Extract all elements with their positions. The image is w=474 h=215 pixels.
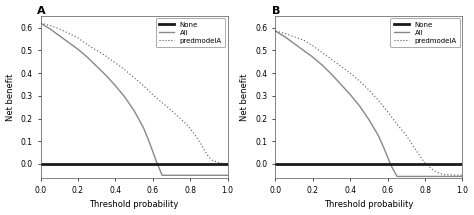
Legend: None, All, predmodelA: None, All, predmodelA [155,18,226,47]
Legend: None, All, predmodelA: None, All, predmodelA [391,18,460,47]
Y-axis label: Net benefit: Net benefit [6,73,15,121]
Text: A: A [37,6,46,15]
Y-axis label: Net benefit: Net benefit [240,73,249,121]
X-axis label: Threshold probability: Threshold probability [324,200,414,209]
X-axis label: Threshold probability: Threshold probability [90,200,179,209]
Text: B: B [272,6,280,15]
